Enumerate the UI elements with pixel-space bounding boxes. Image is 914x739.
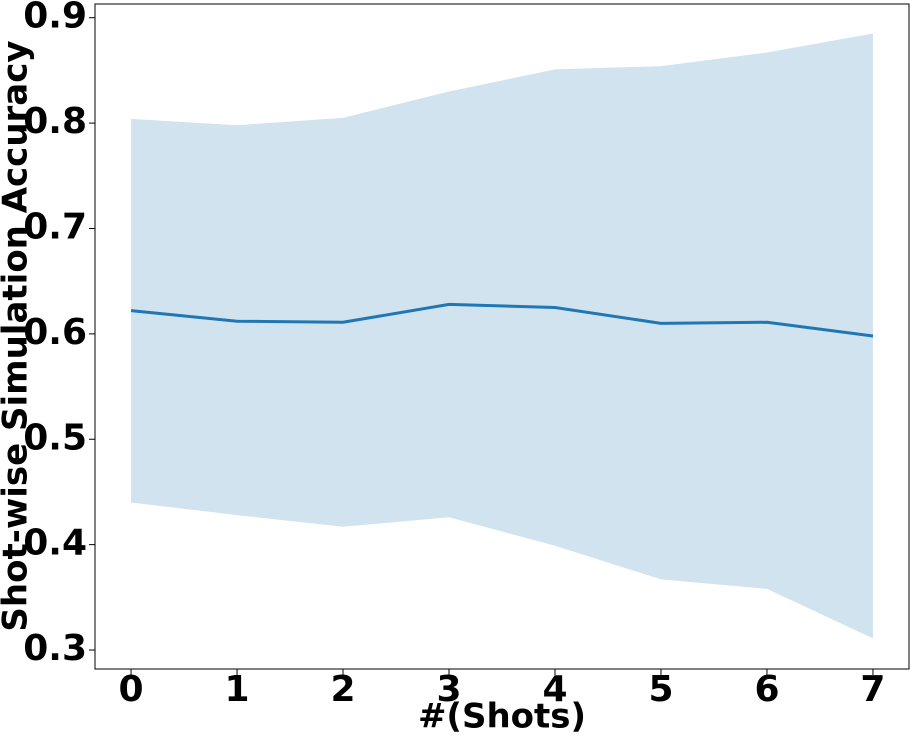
x-tick-label: 4 xyxy=(542,669,567,710)
y-tick-label: 0.4 xyxy=(23,523,87,564)
confidence-band xyxy=(131,33,873,639)
y-tick-label: 0.3 xyxy=(23,628,87,669)
y-tick-label: 0.7 xyxy=(23,206,87,247)
y-tick-label: 0.8 xyxy=(23,101,87,142)
x-tick-label: 2 xyxy=(330,669,355,710)
plot-frame xyxy=(94,3,910,670)
y-tick-label: 0.9 xyxy=(23,0,87,37)
y-tick-label: 0.6 xyxy=(23,312,87,353)
y-axis-label: Shot-wise Simulation Accuracy xyxy=(0,40,36,631)
x-tick-label: 7 xyxy=(860,669,885,710)
y-tick-label: 0.5 xyxy=(23,417,87,458)
x-tick-label: 1 xyxy=(224,669,249,710)
x-axis-label: #(Shots) xyxy=(418,697,586,737)
x-tick-label: 5 xyxy=(648,669,673,710)
x-tick-label: 6 xyxy=(754,669,779,710)
x-tick-label: 0 xyxy=(119,669,144,710)
line xyxy=(130,302,874,338)
x-tick-label: 3 xyxy=(436,669,461,710)
